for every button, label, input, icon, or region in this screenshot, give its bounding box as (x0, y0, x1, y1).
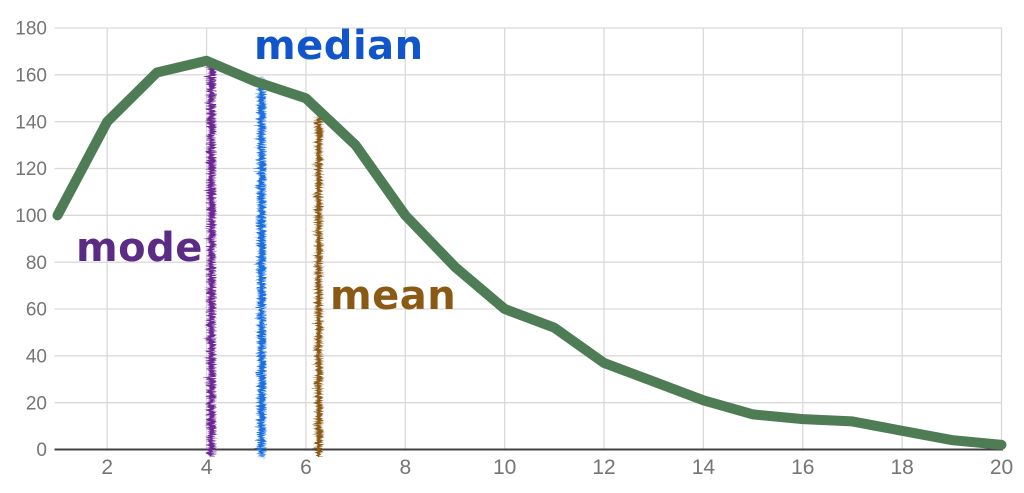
y-axis-tick-label: 120 (15, 159, 47, 180)
y-axis-tick-label: 80 (26, 253, 47, 274)
median-label: median (254, 23, 424, 69)
axis-layer: 0 20 40 60 80 100 120 140 160 180 2 4 6 8 10 12 14 16 18 20 (15, 19, 1013, 479)
x-axis-tick-label: 10 (493, 456, 516, 479)
x-axis-tick-label: 4 (201, 456, 213, 479)
series-layer (52, 55, 1007, 450)
y-axis-tick-label: 40 (26, 346, 47, 367)
y-axis-tick-label: 60 (26, 300, 47, 321)
x-axis-tick-label: 16 (791, 456, 814, 479)
x-axis-tick-label: 20 (990, 456, 1013, 479)
x-axis-tick-label: 8 (399, 456, 411, 479)
distribution-curve (52, 55, 1007, 450)
x-axis-tick-label: 2 (101, 456, 113, 479)
y-axis-tick-label: 160 (15, 65, 47, 86)
y-axis-tick-label: 20 (26, 393, 47, 414)
mean-label: mean (330, 273, 457, 319)
x-axis-tick-label: 12 (592, 456, 615, 479)
mode-label: mode (76, 225, 203, 271)
x-axis-tick-label: 14 (692, 456, 716, 479)
y-axis-tick-label: 140 (15, 112, 47, 133)
y-axis-tick-label: 180 (15, 19, 47, 40)
x-axis-tick-label: 6 (300, 456, 312, 479)
y-axis-tick-label: 0 (36, 440, 47, 461)
y-axis-tick-label: 100 (15, 206, 47, 227)
marker-lines-layer (205, 59, 321, 455)
x-axis-tick-label: 18 (890, 456, 913, 479)
